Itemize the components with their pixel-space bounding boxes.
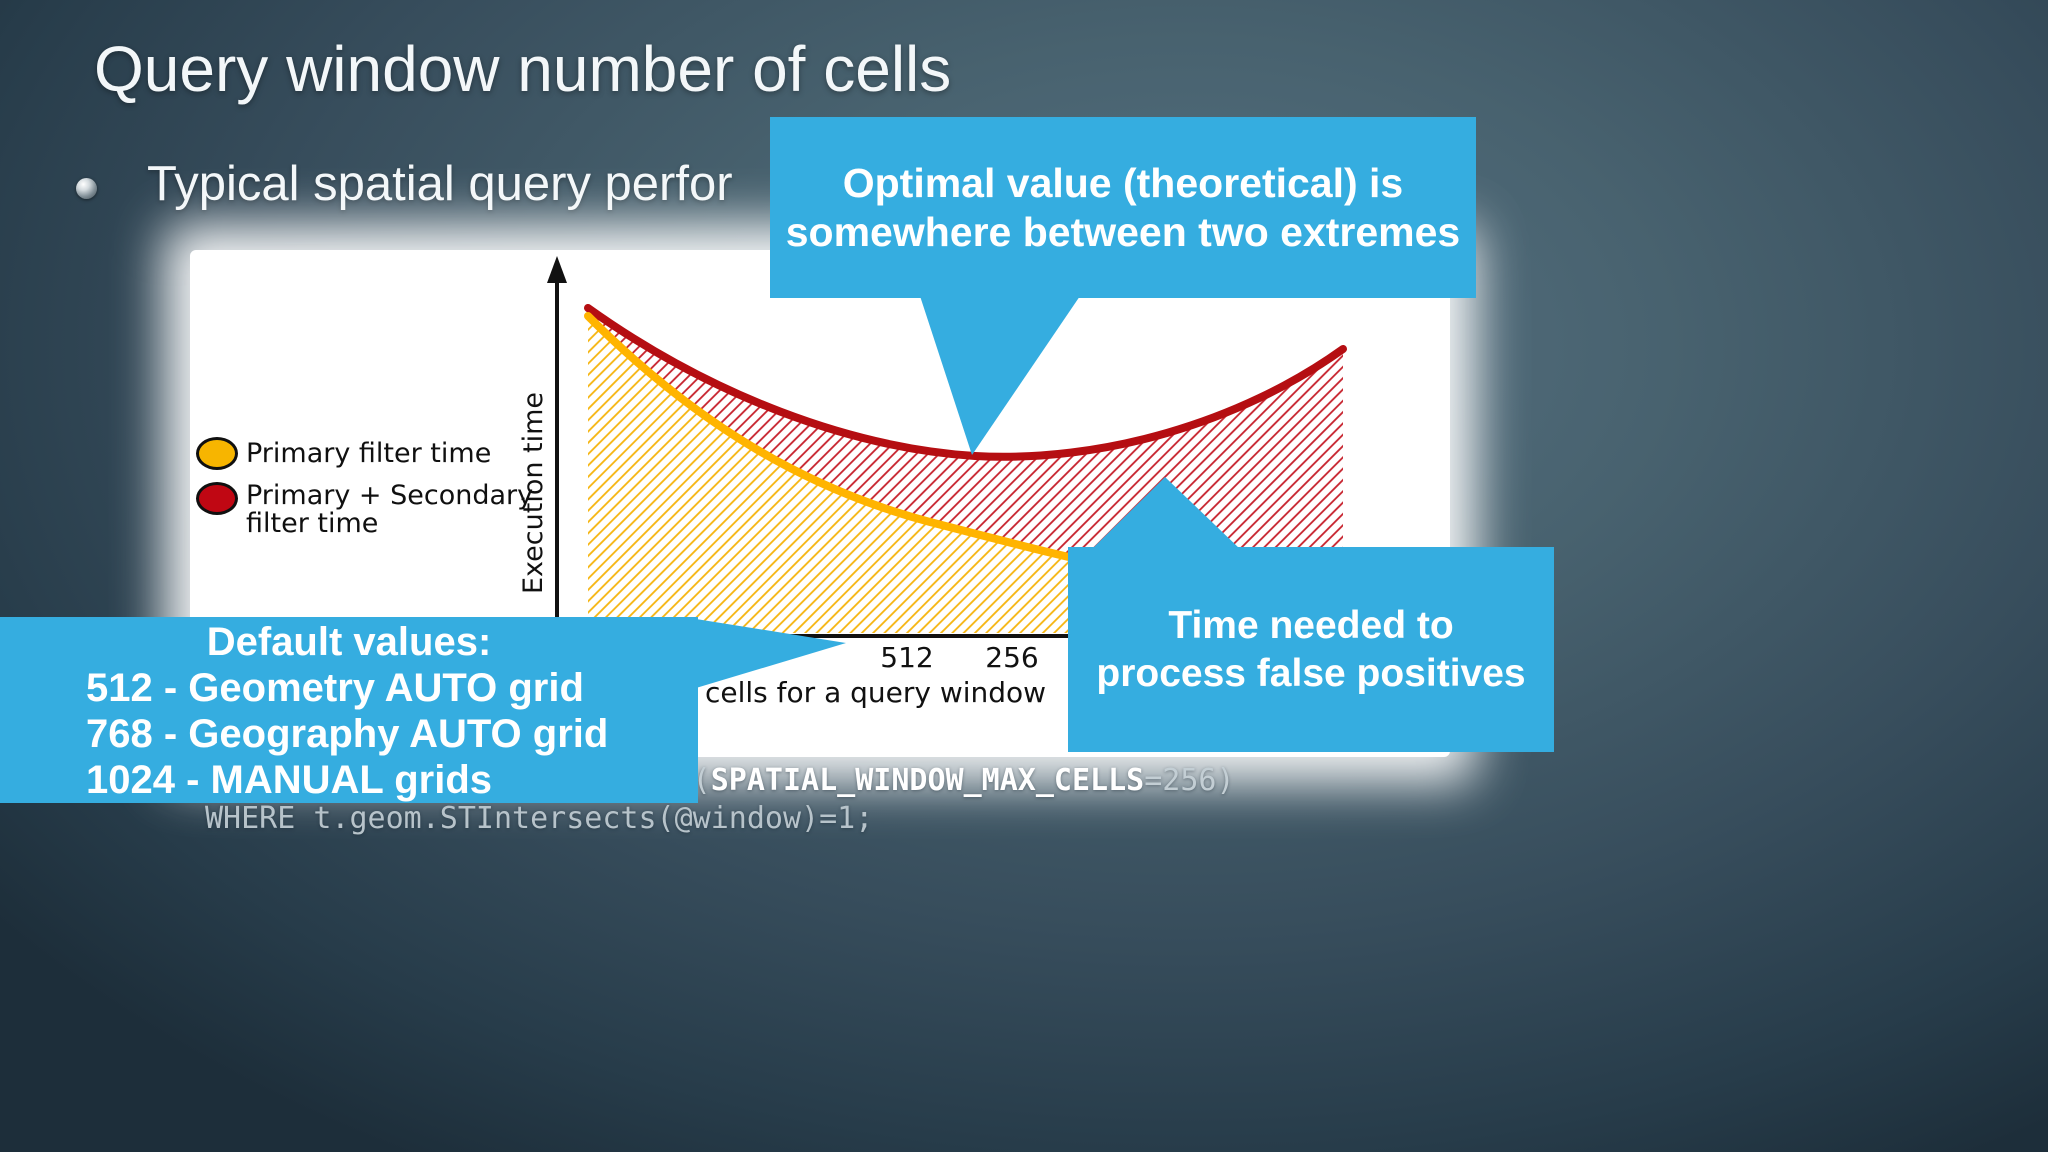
- code-line-2: WHERE t.geom.STIntersects(@window)=1;: [205, 801, 874, 836]
- primary-filter-area: [588, 318, 1078, 633]
- callout-pointer-false-positives: [1092, 477, 1240, 549]
- secondary-filter-curve: [584, 304, 1347, 461]
- callout-pointer-defaults: [696, 619, 846, 688]
- callout-defaults-item-manual: 1024 - MANUAL grids: [86, 758, 493, 802]
- legend-swatch-primary: [196, 437, 238, 470]
- primary-filter-curve: [584, 312, 1082, 563]
- code-line1-post: =256): [1144, 763, 1235, 798]
- page-title: Query window number of cells: [94, 33, 952, 105]
- callout-false-positives-line1: Time needed to: [1168, 603, 1454, 647]
- callout-optimal-value: Optimal value (theoretical) is somewhere…: [770, 117, 1476, 298]
- legend-label-secondary-line1: Primary + Secondary: [246, 480, 534, 511]
- legend-swatch-secondary: [196, 482, 238, 515]
- callout-false-positives: Time needed to process false positives: [1068, 547, 1554, 752]
- callout-pointer-optimal: [920, 296, 1080, 455]
- callout-defaults-heading: Default values:: [206, 620, 492, 664]
- callout-optimal-line1: Optimal value (theoretical) is: [842, 159, 1404, 206]
- bullet-icon: [76, 178, 97, 199]
- callout-default-values: Default values: 512 - Geometry AUTO grid…: [0, 617, 698, 803]
- y-axis-arrow: [547, 256, 567, 283]
- callout-defaults-item-geography: 768 - Geography AUTO grid: [86, 712, 609, 756]
- callout-defaults-item-geometry: 512 - Geometry AUTO grid: [86, 666, 584, 710]
- bullet-text: Typical spatial query perfor: [147, 157, 733, 211]
- callout-optimal-line2: somewhere between two extremes: [785, 208, 1461, 255]
- legend-label-primary: Primary filter time: [246, 438, 492, 469]
- code-keyword-spatial-window-max-cells: SPATIAL_WINDOW_MAX_CELLS: [710, 763, 1145, 798]
- legend-label-secondary-line2: filter time: [246, 508, 379, 539]
- x-tick-512: 512: [880, 641, 934, 674]
- x-tick-256: 256: [985, 641, 1039, 674]
- x-axis-label: cells for a query window: [705, 676, 1047, 709]
- callout-false-positives-line2: process false positives: [1096, 651, 1526, 695]
